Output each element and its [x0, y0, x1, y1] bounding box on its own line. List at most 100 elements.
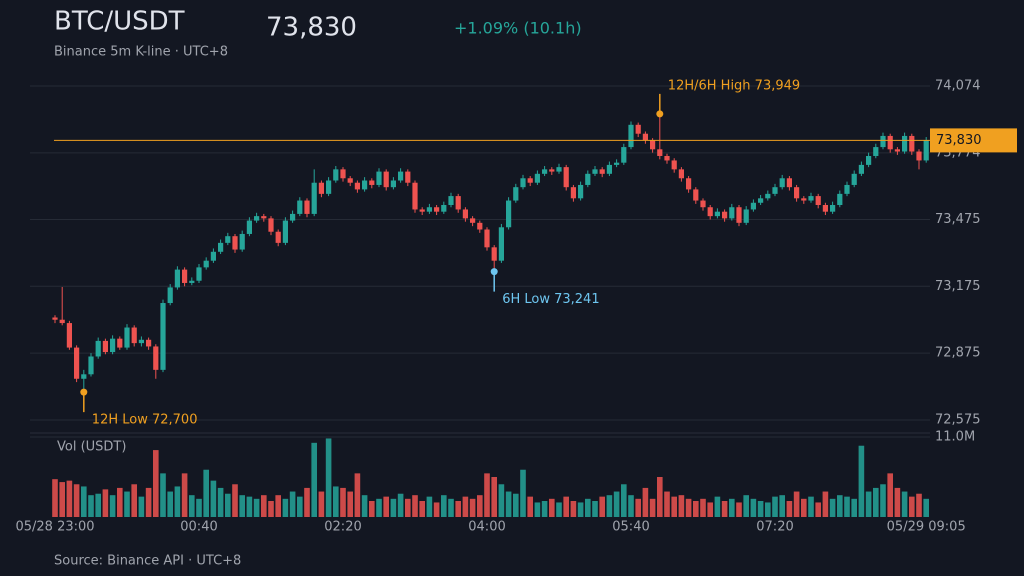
volume-bar: [829, 498, 836, 517]
volume-bar: [916, 493, 922, 517]
x-tick-label: 05/29 09:05: [887, 520, 966, 535]
candle-body: [815, 196, 821, 205]
volume-bar: [419, 501, 425, 517]
volume-bar: [383, 496, 389, 517]
candle-body: [650, 140, 656, 150]
candle-body: [369, 180, 375, 185]
chart-title: BTC/USDT: [54, 7, 185, 37]
candle-body: [887, 135, 893, 150]
volume-bar: [95, 493, 101, 517]
volume-bar: [282, 498, 289, 517]
volume-bar: [59, 482, 65, 517]
volume-bar: [196, 498, 202, 517]
candle-body: [131, 327, 137, 344]
volume-bar: [232, 484, 238, 517]
candle-body: [542, 169, 548, 174]
candle-body: [462, 209, 468, 219]
candle-body: [592, 169, 598, 174]
candle-body: [664, 155, 670, 161]
volume-bar: [246, 496, 253, 517]
volume-bar: [757, 501, 764, 517]
candle-body: [779, 178, 785, 188]
volume-bar: [261, 495, 267, 517]
candle-body: [642, 133, 648, 141]
volume-bar: [873, 487, 879, 517]
volume-bar: [102, 489, 109, 517]
candle-body: [578, 184, 584, 199]
volume-bar: [837, 495, 843, 517]
candle-body: [534, 173, 540, 183]
volume-bar: [779, 495, 785, 517]
candle-body: [290, 213, 296, 221]
candle-body: [549, 169, 555, 172]
annotation-marker: [490, 268, 498, 276]
volume-bar: [743, 495, 749, 517]
candle-body: [700, 200, 706, 208]
candle-body: [239, 233, 245, 250]
candle-body: [527, 178, 533, 183]
volume-bar: [772, 496, 778, 517]
candle-body: [873, 147, 879, 156]
volume-bar: [484, 473, 490, 517]
candle-body: [909, 135, 915, 152]
candle-body: [801, 198, 807, 201]
volume-bar: [239, 495, 245, 517]
volume-bar: [325, 438, 332, 517]
volume-bar: [304, 487, 310, 517]
candle-body: [786, 178, 792, 188]
candle-body: [722, 211, 728, 219]
y-tick-label: 74,074: [935, 79, 981, 94]
volume-bar: [462, 496, 469, 517]
candle-body: [563, 167, 569, 188]
candle-body: [916, 151, 922, 161]
volume-bar: [469, 498, 476, 517]
candle-body: [729, 207, 735, 219]
volume-bar: [297, 496, 303, 517]
candle-body: [66, 323, 72, 348]
volume-bar: [498, 484, 505, 517]
candle-body: [160, 303, 166, 370]
volume-bar: [549, 498, 555, 517]
volume-bar: [714, 496, 721, 517]
annotation-label: 12H/6H High 73,949: [668, 78, 800, 93]
annotation-marker: [80, 388, 88, 396]
volume-bar: [887, 473, 893, 517]
volume-bar: [347, 491, 353, 517]
volume-bar: [448, 498, 454, 517]
x-tick-label: 04:00: [468, 520, 505, 535]
candle-body: [318, 182, 324, 194]
candle-body: [311, 182, 317, 214]
candle-body: [678, 169, 684, 179]
candle-body: [470, 218, 476, 223]
volume-bar: [923, 498, 929, 517]
volume-bar: [815, 502, 821, 517]
candle-body: [110, 338, 116, 353]
volume-bar: [765, 502, 771, 517]
candle-body: [340, 169, 346, 179]
volume-bar: [613, 491, 620, 517]
volume-bar: [808, 496, 814, 517]
candle-body: [138, 339, 144, 344]
y-tick-label: 73,175: [935, 279, 981, 294]
volume-bar: [592, 501, 598, 517]
volume-bar: [73, 484, 80, 517]
candle-body: [282, 220, 288, 243]
candle-body: [81, 374, 87, 379]
volume-bar: [217, 487, 224, 517]
volume-bar: [426, 496, 433, 517]
candle-body: [362, 180, 368, 190]
candle-body: [621, 147, 627, 163]
candle-body: [383, 171, 389, 188]
candle-body: [894, 149, 900, 152]
volume-bar: [678, 495, 685, 517]
x-tick-label: 07:20: [756, 520, 793, 535]
volume-bar: [318, 491, 325, 517]
volume-bar: [138, 496, 145, 517]
volume-bar: [167, 491, 173, 517]
candle-body: [189, 280, 195, 283]
candle-body: [254, 216, 260, 221]
volume-bar: [131, 484, 137, 517]
chart-subtitle: Binance 5m K-line · UTC+8: [54, 45, 228, 60]
candle-body: [275, 231, 281, 243]
volume-bar: [376, 498, 382, 517]
